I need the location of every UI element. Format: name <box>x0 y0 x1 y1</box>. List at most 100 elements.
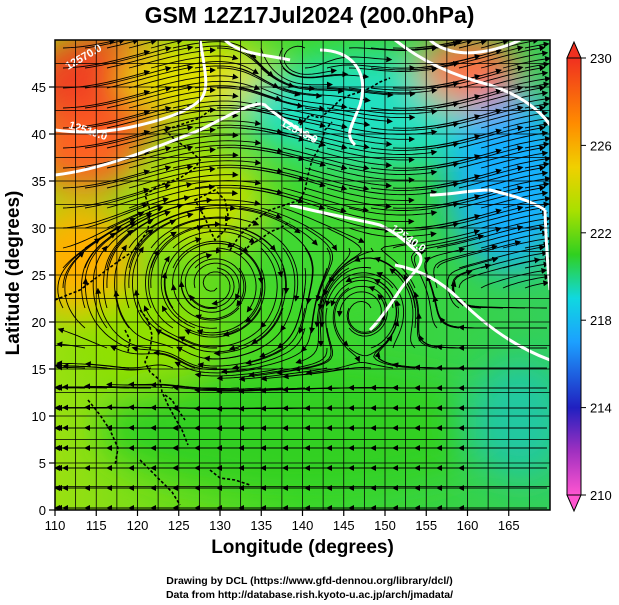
streamline <box>304 227 333 302</box>
streamline <box>62 49 151 69</box>
streamline <box>62 169 151 189</box>
streamline <box>370 61 460 71</box>
colorbar-tick-label: 226 <box>590 138 612 153</box>
streamline <box>282 227 314 305</box>
streamline <box>458 205 546 229</box>
streamline <box>148 249 174 329</box>
streamline <box>133 289 196 349</box>
streamline <box>260 167 348 191</box>
streamline <box>373 319 416 369</box>
streamline <box>132 246 152 329</box>
streamline <box>480 230 549 249</box>
y-axis-ticks: 0 5 10 15 20 25 30 35 40 45 <box>32 80 55 518</box>
streamline <box>170 284 240 321</box>
streamline <box>345 276 398 329</box>
streamline <box>413 249 438 329</box>
x-axis-label: Longitude (degrees) <box>211 537 394 558</box>
streamline <box>318 266 372 328</box>
streamline <box>502 236 550 249</box>
streamline <box>282 67 370 80</box>
streamline <box>106 144 194 169</box>
streamline <box>502 76 550 89</box>
streamline <box>220 347 306 375</box>
colorbar-body <box>566 57 582 496</box>
streamline <box>347 300 386 333</box>
streamline <box>282 147 370 171</box>
y-tick-label: 10 <box>32 409 46 424</box>
streamline <box>325 272 394 307</box>
streamline <box>447 256 499 309</box>
streamline <box>238 147 327 167</box>
x-tick-label: 120 <box>127 518 149 533</box>
streamline <box>480 250 549 269</box>
streamline <box>348 187 438 196</box>
streamline <box>238 127 327 148</box>
streamline <box>480 130 549 149</box>
colorbar: 230 226 222 218 214 210 <box>566 40 612 513</box>
streamline <box>436 240 522 269</box>
streamline <box>370 101 460 111</box>
x-tick-label: 125 <box>168 518 190 533</box>
y-tick-label: 20 <box>32 315 46 330</box>
streamline <box>150 54 239 69</box>
streamline <box>458 244 546 269</box>
streamline <box>524 280 550 289</box>
streamline <box>106 45 194 69</box>
streamline <box>282 87 371 103</box>
streamline <box>414 148 502 169</box>
y-tick-label: 0 <box>39 503 46 518</box>
streamline <box>524 141 550 149</box>
streamline <box>298 247 313 334</box>
streamline <box>172 41 257 59</box>
streamline <box>195 267 247 320</box>
streamlines <box>55 40 550 510</box>
streamline <box>309 247 331 334</box>
streamline <box>524 261 550 269</box>
streamline <box>62 187 150 209</box>
streamline <box>376 272 405 349</box>
streamline <box>203 327 284 362</box>
colorbar-bottom-arrow <box>566 494 582 513</box>
streamline <box>502 156 550 169</box>
streamline <box>178 281 240 313</box>
colorbar-tick-label: 230 <box>590 51 612 66</box>
streamline <box>260 67 345 94</box>
streamline <box>436 145 524 169</box>
streamline <box>81 232 117 309</box>
streamline <box>228 287 284 351</box>
streamline <box>260 47 333 88</box>
streamline <box>458 225 546 249</box>
streamline <box>164 237 202 309</box>
streamline <box>82 278 130 349</box>
colorbar-tick-label: 222 <box>590 226 612 241</box>
streamline <box>172 159 262 169</box>
streamline <box>193 262 241 301</box>
streamline <box>502 274 550 289</box>
streamline <box>114 244 130 329</box>
streamline <box>155 329 240 353</box>
streamline <box>84 221 136 288</box>
streamline <box>502 116 550 129</box>
streamline <box>194 258 245 307</box>
streamline <box>326 127 415 143</box>
streamline <box>326 187 415 204</box>
streamline <box>282 367 372 380</box>
streamline <box>348 147 438 156</box>
streamline <box>106 105 194 129</box>
streamline <box>113 290 174 349</box>
streamline <box>304 147 393 169</box>
streamline <box>414 88 502 109</box>
streamline <box>106 85 194 109</box>
streamline <box>436 165 524 189</box>
streamline <box>128 40 157 49</box>
streamline <box>480 40 509 49</box>
streamline <box>260 207 338 252</box>
streamline <box>84 183 171 209</box>
y-tick-label: 40 <box>32 127 46 142</box>
streamline <box>178 327 262 348</box>
streamline <box>84 106 172 129</box>
streamline <box>194 367 284 379</box>
streamline <box>128 47 216 69</box>
streamline <box>216 227 284 278</box>
streamline <box>458 105 546 129</box>
